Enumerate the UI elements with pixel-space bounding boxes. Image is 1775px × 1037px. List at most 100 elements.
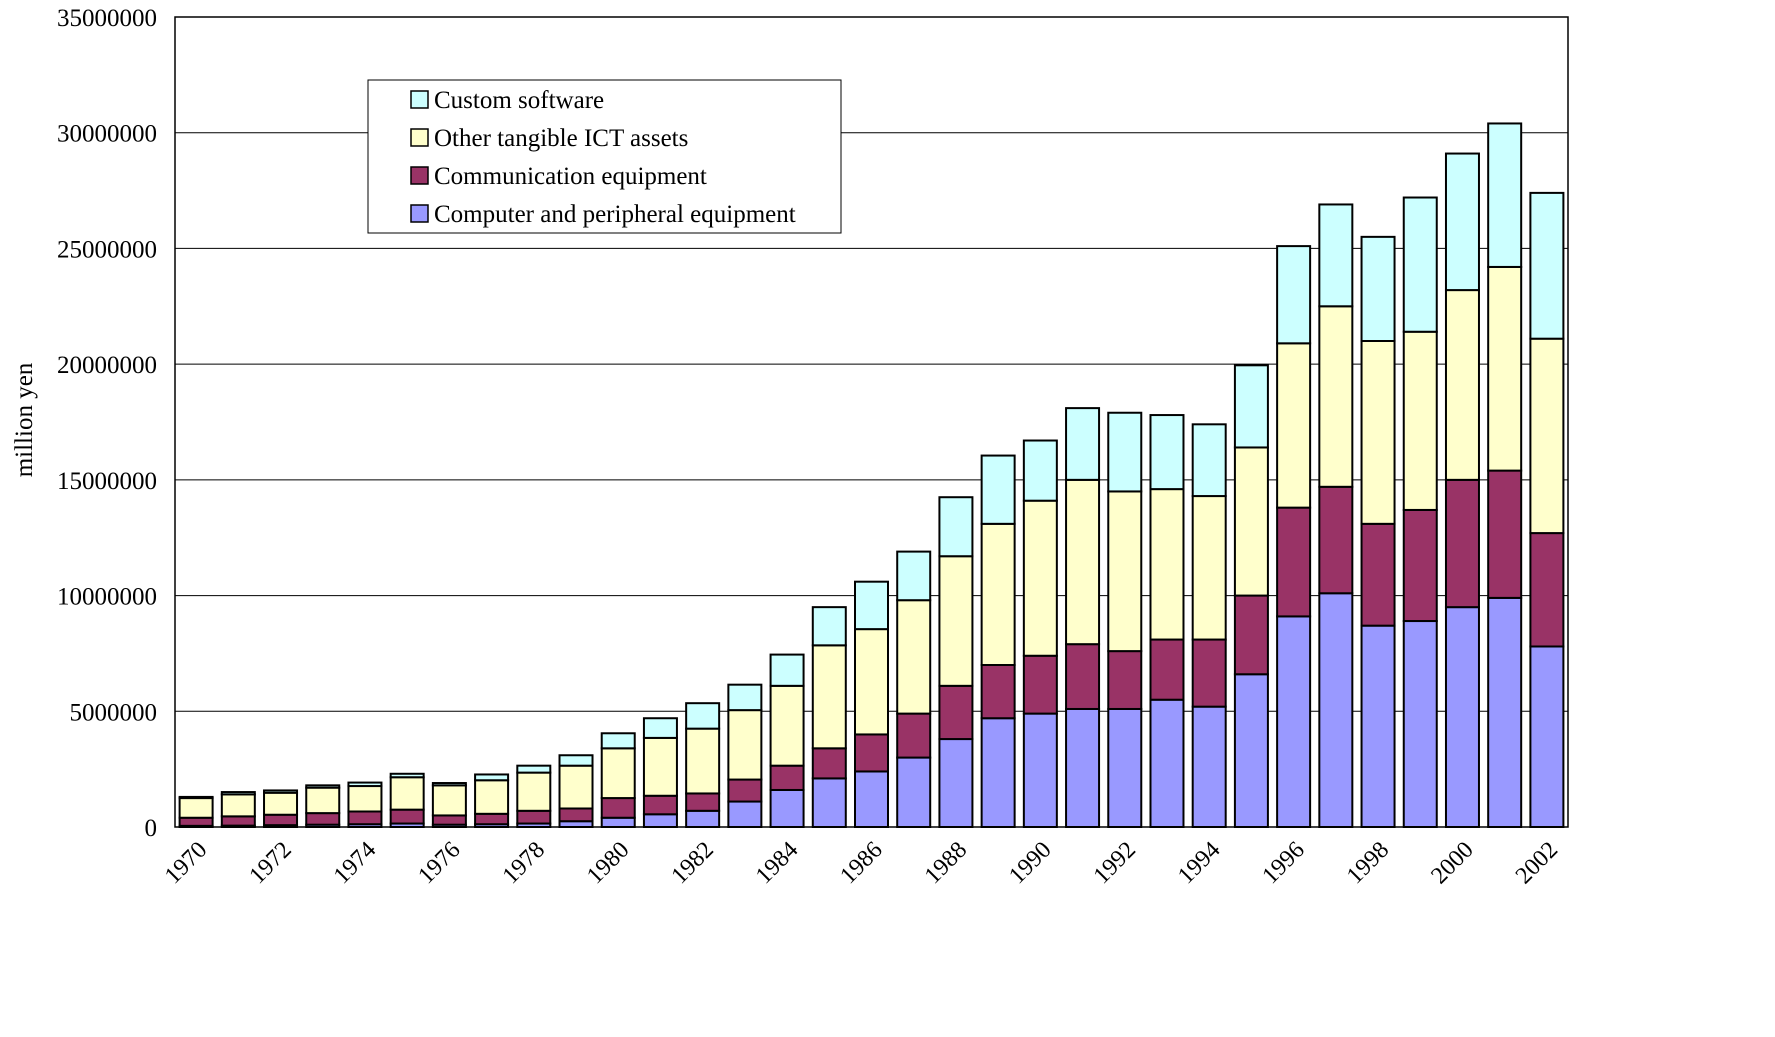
bar-segment: [769, 788, 805, 829]
bar-segment: [389, 772, 425, 779]
bar-segment: [1529, 645, 1565, 828]
bar-segment: [1022, 712, 1058, 828]
bar-segment: [305, 786, 341, 815]
bar-segment: [980, 522, 1016, 666]
y-tick-label: 0: [145, 815, 158, 842]
plot-frame: [174, 16, 1569, 828]
bar-segment: [854, 580, 889, 631]
bar-segment: [178, 797, 214, 819]
bar-segment: [769, 684, 805, 767]
bar-segment: [980, 717, 1016, 829]
bar-segment: [854, 733, 889, 773]
y-tick-label: 30000000: [57, 121, 157, 148]
legend-swatch: [410, 166, 429, 185]
x-tick-label: 1972: [244, 837, 296, 889]
bar-segment: [980, 664, 1016, 720]
bar-segment: [1402, 330, 1438, 511]
bar-segment: [938, 684, 974, 741]
bar-segment: [178, 795, 214, 800]
legend-label: Other tangible ICT assets: [434, 125, 688, 152]
bar-segment: [811, 777, 847, 829]
bar-segment: [1444, 152, 1480, 292]
x-tick-label: 1990: [1004, 837, 1056, 889]
bar-segment: [1233, 594, 1269, 676]
x-tick-label: 1988: [920, 837, 972, 889]
bar-segment: [1191, 705, 1227, 829]
bar-segment: [1360, 340, 1396, 525]
bar-segment: [1487, 122, 1523, 268]
bar-segment: [1191, 495, 1227, 641]
bar-segment: [642, 794, 678, 816]
bar-segment: [685, 792, 721, 812]
bar-segment: [1191, 423, 1227, 498]
bar-segment: [811, 747, 847, 780]
bar-segment: [263, 789, 299, 794]
bar-segment: [1360, 624, 1396, 829]
x-tick-label: 1980: [582, 837, 634, 889]
bar-segment: [516, 771, 552, 812]
bar-segment: [1022, 654, 1058, 715]
y-tick-label: 15000000: [57, 468, 157, 495]
legend-label: Computer and peripheral equipment: [434, 201, 796, 228]
bar-segment: [1276, 342, 1312, 509]
bar-segment: [938, 555, 974, 687]
bar-segment: [854, 770, 889, 829]
bar-segment: [1444, 289, 1480, 481]
bar-segment: [1022, 499, 1058, 657]
bar-segment: [600, 797, 636, 819]
bar-segment: [727, 709, 763, 781]
bar-segment: [854, 628, 889, 736]
bar-segment: [685, 702, 721, 730]
bar-segment: [811, 606, 847, 647]
bar-segment: [1360, 235, 1396, 343]
legend-box: [367, 79, 842, 234]
bar-segment: [1233, 446, 1269, 597]
bar-segment: [347, 810, 383, 826]
x-tick-label: 1994: [1173, 837, 1225, 889]
bar-segment: [1487, 469, 1523, 599]
bar-segment: [431, 784, 467, 817]
bar-segment: [1149, 698, 1185, 829]
bar-segment: [1107, 650, 1143, 710]
bar-segment: [600, 732, 636, 750]
bar-segment: [1318, 485, 1354, 595]
x-tick-label: 1982: [667, 837, 719, 889]
bar-segment: [220, 815, 256, 827]
bar-segment: [305, 812, 341, 826]
bar-segment: [1149, 414, 1185, 491]
bar-segment: [1107, 707, 1143, 829]
bar-segment: [263, 791, 299, 816]
bar-segment: [938, 496, 974, 558]
x-tick-label: 1986: [835, 837, 887, 889]
bar-segment: [1318, 592, 1354, 828]
bar-segment: [178, 816, 214, 827]
bar-segment: [1276, 615, 1312, 829]
bars: [178, 122, 1565, 829]
x-tick-label: 1992: [1089, 837, 1141, 889]
bar-segment: [896, 550, 932, 602]
x-tick-label: 1998: [1342, 837, 1394, 889]
x-tick-label: 1970: [160, 837, 212, 889]
bar-segment: [474, 779, 510, 815]
bar-segment: [1233, 673, 1269, 828]
bar-segment: [1444, 606, 1480, 829]
bar-segment: [1191, 638, 1227, 708]
x-tick-label: 1976: [413, 837, 465, 889]
legend-label: Custom software: [434, 87, 604, 114]
bar-segment: [980, 454, 1016, 525]
legend-swatch: [410, 204, 429, 223]
bar-segment: [769, 764, 805, 791]
bar-segment: [1487, 596, 1523, 829]
bar-segment: [1529, 532, 1565, 648]
x-tick-label: 2000: [1426, 837, 1478, 889]
y-axis-label: million yen: [11, 362, 38, 477]
bar-segment: [474, 773, 510, 782]
legend-swatch: [410, 90, 429, 109]
bar-segment: [811, 644, 847, 750]
bar-segment: [516, 764, 552, 774]
x-tick-label: 1978: [498, 837, 550, 889]
bar-segment: [558, 807, 594, 823]
x-tick-labels: 1970 1972 1974 1976 1978 1980 1982 1984 1986 1988…: [160, 837, 1563, 889]
